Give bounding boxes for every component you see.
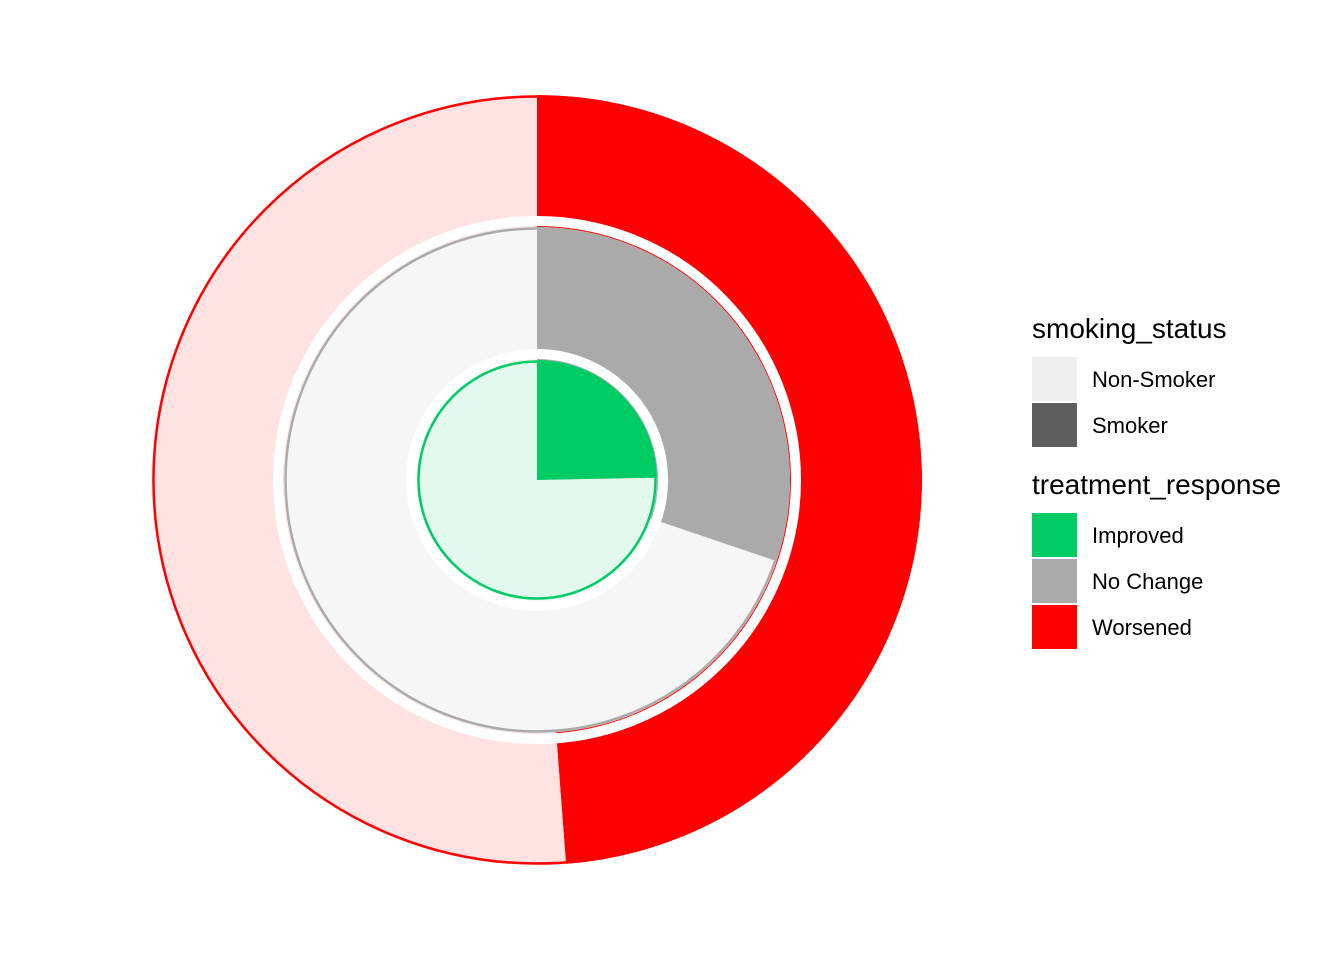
- legend-label-worsened: Worsened: [1092, 615, 1192, 640]
- slice-improved-smoker: [537, 360, 657, 480]
- legend-key-no-change: [1032, 559, 1077, 603]
- ring-improved: [406, 349, 668, 611]
- legend-group-1: treatment_response Improved No Change Worse…: [1032, 469, 1281, 649]
- legend-key-non-smoker: [1032, 357, 1077, 401]
- legend-key-smoker: [1032, 403, 1077, 447]
- legend-label-no-change: No Change: [1092, 569, 1203, 594]
- legend-label-improved: Improved: [1092, 523, 1184, 548]
- ring-outline-improved: [417, 360, 657, 600]
- legend-key-worsened: [1032, 605, 1077, 649]
- legend-key-improved: [1032, 513, 1077, 557]
- ring-gap-improved: [406, 349, 668, 611]
- legend-title: smoking_status: [1032, 313, 1227, 344]
- slice-worsened-non-smoker: [152, 95, 567, 865]
- slice-worsened-smoker: [537, 95, 923, 864]
- ring-outline-no-change: [284, 227, 790, 733]
- legend-label-non-smoker: Non-Smoker: [1092, 367, 1215, 392]
- legend-group-0: smoking_status Non-Smoker Smoker: [1032, 313, 1227, 447]
- ring-outline-worsened: [152, 95, 922, 865]
- ring-gap-no-change: [273, 216, 801, 744]
- legend-label-smoker: Smoker: [1092, 413, 1168, 438]
- legend: smoking_status Non-Smoker Smoker treatment_…: [1032, 313, 1281, 649]
- legend-title: treatment_response: [1032, 469, 1281, 500]
- ring-worsened: [152, 95, 923, 865]
- slice-improved-non-smoker: [417, 360, 657, 600]
- pie-rings: [152, 95, 923, 865]
